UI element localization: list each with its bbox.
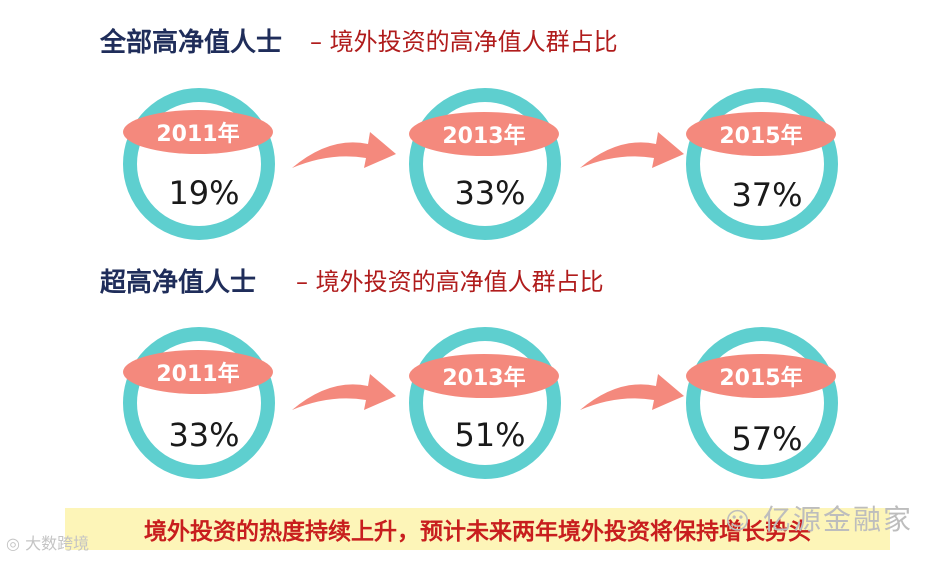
summary-banner: 境外投资的热度持续上升，预计未来两年境外投资将保持增长势头 <box>65 508 890 550</box>
percent-s1-2011: 19% <box>168 174 240 212</box>
ring-s2-2013 <box>409 327 561 479</box>
ring-s1-2015 <box>686 88 838 240</box>
watermark-right: ☺ 亿源金融家 <box>725 498 913 538</box>
ring-s1-2013 <box>409 88 561 240</box>
wechat-icon: ☺ <box>725 507 753 535</box>
section-1-subtitle: – 境外投资的高净值人群占比 <box>310 28 618 56</box>
section-2-title: 超高净值人士 <box>100 268 257 298</box>
year-pill-s1-2015: 2015年 <box>686 112 836 156</box>
percent-s2-2013: 51% <box>454 416 526 454</box>
year-pill-s2-2011: 2011年 <box>123 350 273 394</box>
percent-s2-2015: 57% <box>731 420 803 458</box>
watermark-right-text: 亿源金融家 <box>762 503 913 536</box>
section-1-title: 全部高净值人士 <box>100 28 283 58</box>
section-2-subtitle: – 境外投资的高净值人群占比 <box>296 268 604 296</box>
arrow-icon <box>292 374 396 410</box>
arrow-icon <box>292 132 396 168</box>
year-pill-s1-2011: 2011年 <box>123 110 273 154</box>
watermark-left: ◎ 大数跨境 <box>6 530 89 554</box>
watermark-left-text: 大数跨境 <box>25 534 90 553</box>
percent-s2-2011: 33% <box>168 416 240 454</box>
arrow-icon <box>580 374 684 410</box>
arrow-icon <box>580 132 684 168</box>
weibo-icon: ◎ <box>6 534 20 553</box>
year-pill-s1-2013: 2013年 <box>409 112 559 156</box>
year-pill-s2-2013: 2013年 <box>409 354 559 398</box>
year-pill-s2-2015: 2015年 <box>686 354 836 398</box>
percent-s1-2013: 33% <box>454 174 526 212</box>
percent-s1-2015: 37% <box>731 176 803 214</box>
